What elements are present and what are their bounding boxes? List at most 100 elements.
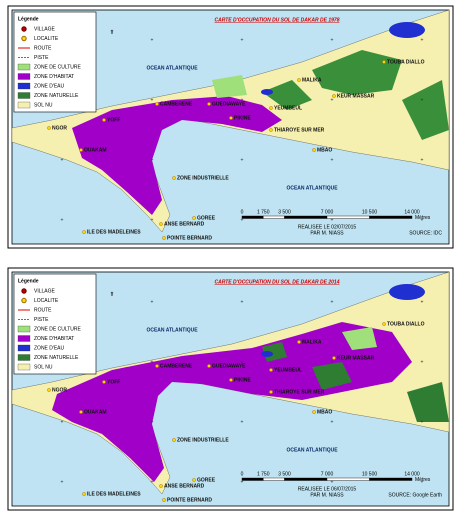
lake: [389, 284, 425, 300]
scale-label: 0: [241, 471, 244, 477]
place-label: OCEAN ATLANTIQUE: [286, 185, 338, 191]
place-label: TOUBA DIALLO: [387, 321, 425, 327]
place-marker: [82, 492, 86, 496]
scale-label: 1 750: [257, 209, 270, 215]
legend-symbol: [17, 335, 31, 342]
place-label: YOFF: [107, 379, 120, 385]
place-label: KEUR MASSAR: [337, 93, 375, 99]
scale-label: 7 000: [321, 209, 334, 215]
scale-label: 1 750: [257, 471, 270, 477]
place-label: NGOR: [52, 387, 67, 393]
habitat-zone: [52, 322, 412, 482]
source: SOURCE: IDC: [409, 230, 442, 236]
legend-symbol: [21, 26, 27, 32]
place-marker: [269, 128, 273, 132]
scale-unit: Mètres: [415, 215, 431, 221]
place-label: CAMBERENE: [160, 363, 193, 369]
legend-label: SOL NU: [34, 102, 53, 108]
grid-cross: +: [331, 359, 334, 365]
grid-cross: +: [241, 97, 244, 103]
place-label: YEUMBEUL: [274, 105, 302, 111]
grid-cross: +: [241, 157, 244, 163]
place-label: MBAO: [317, 147, 332, 153]
grid-cross: +: [421, 419, 424, 425]
place-label: GUEDIAWAYE: [212, 101, 246, 107]
credit: REALISEE LE 06/07/2015: [298, 486, 357, 492]
map: ++++++++++++++++++++CARTE D'OCCUPATION D…: [11, 271, 450, 507]
grid-cross: +: [421, 299, 424, 305]
scale-segment: [326, 477, 370, 481]
natural-zone: [312, 362, 352, 390]
legend-symbol: [17, 73, 31, 80]
place-marker: [47, 126, 51, 130]
place-marker: [229, 116, 233, 120]
place-label: MBAO: [317, 409, 332, 415]
grid-cross: +: [421, 217, 424, 223]
grid-cross: +: [61, 479, 64, 485]
legend-symbol: [21, 297, 27, 304]
place-marker: [207, 364, 211, 368]
credit: PAR M. NIASS: [310, 230, 344, 236]
legend-symbol: [17, 344, 31, 352]
place-label: ZONE INDUSTRIELLE: [177, 175, 229, 181]
place-marker: [162, 498, 166, 502]
scale-label: 7 000: [321, 471, 334, 477]
place-marker: [297, 340, 301, 344]
map-title: CARTE D'OCCUPATION DU SOL DE DAKAR DE 20…: [214, 279, 339, 285]
grid-cross: +: [331, 217, 334, 223]
culture-zone: [342, 327, 377, 350]
grid-cross: +: [151, 479, 154, 485]
habitat-zone: [72, 96, 282, 215]
place-marker: [192, 478, 196, 482]
place-marker: [312, 148, 316, 152]
legend-label: ROUTE: [34, 45, 52, 51]
legend-label: ZONE D'EAU: [34, 345, 65, 351]
legend-title: Légende: [18, 16, 39, 22]
credit: PAR M. NIASS: [310, 492, 344, 498]
place-label: ANSE BERNARD: [164, 221, 205, 227]
place-marker: [312, 410, 316, 414]
place-marker: [79, 410, 83, 414]
legend-label: ZONE NATURELLE: [34, 355, 79, 361]
grid-cross: +: [151, 419, 154, 425]
grid-cross: +: [241, 217, 244, 223]
legend-symbol: [21, 35, 27, 42]
place-marker: [79, 148, 83, 152]
grid-cross: +: [421, 157, 424, 163]
place-marker: [162, 236, 166, 240]
grid-cross: +: [421, 97, 424, 103]
place-marker: [155, 364, 159, 368]
scale-label: 14 000: [404, 209, 420, 215]
place-label: MALIKA: [302, 77, 322, 83]
place-marker: [172, 438, 176, 442]
grid-cross: +: [241, 299, 244, 305]
natural-zone: [262, 342, 287, 362]
scale-segment: [284, 215, 328, 219]
legend-symbol: [17, 82, 31, 90]
place-marker: [207, 102, 211, 106]
place-marker: [382, 60, 386, 64]
place-label: POINTE BERNARD: [167, 497, 212, 503]
legend-label: VILLAGE: [34, 288, 56, 294]
place-label: GOREE: [197, 477, 216, 483]
legend-label: SOL NU: [34, 364, 53, 370]
scale-segment: [263, 215, 285, 219]
place-label: CAMBERENE: [160, 101, 193, 107]
credit: REALISEE LE 02/07/2015: [298, 224, 357, 230]
place-label: KEUR MASSAR: [337, 355, 375, 361]
place-marker: [172, 176, 176, 180]
scale-label: 3 500: [278, 209, 291, 215]
place-marker: [102, 380, 106, 384]
grid-cross: +: [151, 359, 154, 365]
scale-label: 10 500: [362, 209, 378, 215]
place-marker: [159, 484, 163, 488]
grid-cross: +: [421, 479, 424, 485]
legend-label: PISTE: [34, 55, 49, 61]
legend-title: Légende: [18, 278, 39, 284]
scale-segment: [241, 215, 264, 219]
grid-cross: +: [151, 217, 154, 223]
natural-zone: [402, 80, 449, 140]
source: SOURCE: Google Earth: [388, 492, 442, 498]
place-label: YOFF: [107, 117, 120, 123]
legend-label: ZONE D'HABITAT: [34, 336, 74, 342]
